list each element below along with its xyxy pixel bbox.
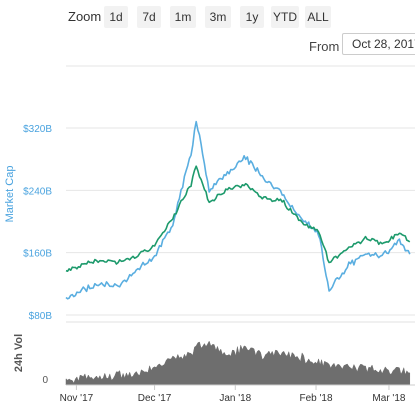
zoom-ytd-button[interactable]: YTD: [271, 6, 299, 28]
x-tick-label: Dec '17: [138, 393, 172, 404]
from-label: From: [309, 39, 340, 54]
from-date-input[interactable]: Oct 28, 2017: [342, 33, 415, 55]
zoom-3m-button[interactable]: 3m: [205, 6, 231, 28]
zoom-label: Zoom: [68, 9, 102, 24]
volume-axis-label: 24h Vol: [13, 334, 25, 372]
zoom-1y-button[interactable]: 1y: [240, 6, 264, 28]
volume-area: [65, 340, 411, 386]
volume-area-series: [65, 340, 411, 386]
x-tick-label: Jan '18: [219, 393, 251, 404]
market-cap-line: [65, 120, 411, 300]
y-axis-ticks: $80B $160B $240B $320B: [23, 124, 52, 322]
y-tick-label: $160B: [23, 249, 52, 260]
x-tick-label: Mar '18: [372, 393, 405, 404]
zoom-1d-button[interactable]: 1d: [104, 6, 128, 28]
grid-lines: [66, 65, 415, 316]
range-selector: Zoom 1d 7d 1m 3m 1y YTD ALL From Oct 28,…: [0, 0, 415, 64]
x-axis-ticks: Nov '17 Dec '17 Jan '18 Feb '18 Mar '18: [60, 385, 406, 404]
y-tick-label: $320B: [23, 124, 52, 135]
x-tick-label: Nov '17: [60, 393, 94, 404]
zoom-7d-button[interactable]: 7d: [137, 6, 161, 28]
series-lines: [65, 120, 411, 300]
zoom-1m-button[interactable]: 1m: [170, 6, 196, 28]
zoom-all-button[interactable]: ALL: [305, 6, 331, 28]
y-axis-label: Market Cap: [4, 166, 16, 223]
secondary-line: [65, 165, 411, 272]
y-tick-label: $80B: [29, 311, 53, 322]
x-tick-label: Feb '18: [300, 393, 333, 404]
volume-zero-tick: 0: [42, 375, 48, 386]
y-tick-label: $240B: [23, 186, 52, 197]
